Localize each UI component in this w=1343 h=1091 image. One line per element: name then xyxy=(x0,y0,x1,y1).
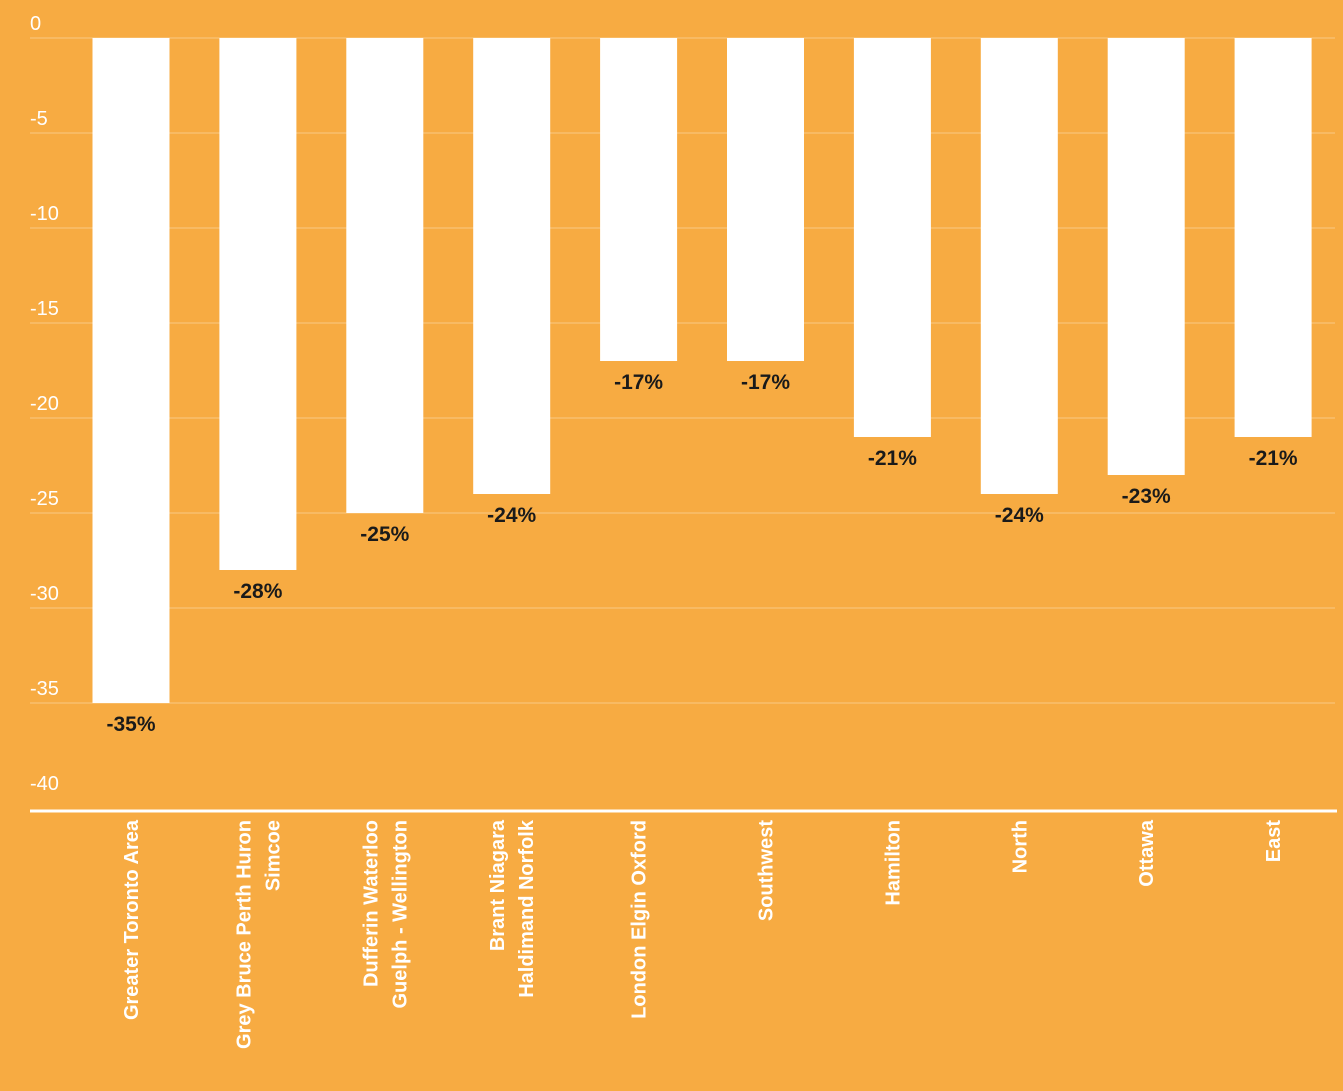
data-label: -21% xyxy=(868,447,917,470)
category-labels: Greater Toronto Area Grey Bruce Perth Hur… xyxy=(121,819,1285,1049)
category-label: Guelph - Wellington xyxy=(389,820,411,1009)
y-tick-label: -40 xyxy=(30,773,59,795)
bar xyxy=(219,38,297,570)
category-label: Simcoe xyxy=(262,820,284,891)
data-label: -24% xyxy=(995,504,1044,527)
category-label: Greater Toronto Area xyxy=(121,819,143,1020)
y-tick-label: -15 xyxy=(30,298,59,320)
y-tick-label: -5 xyxy=(30,108,48,130)
data-label: -24% xyxy=(487,504,536,527)
category-label: Dufferin Waterloo xyxy=(360,820,382,987)
y-tick-label: -30 xyxy=(30,583,59,605)
data-label: -35% xyxy=(106,713,155,736)
category-label: Grey Bruce Perth Huron xyxy=(233,820,255,1049)
y-axis-ticks: 0 -5 -10 -15 -20 -25 -30 -35 -40 xyxy=(30,13,59,795)
data-labels: -35% -28% -25% -24% -17% -17% -21% -24% -23% -21% xyxy=(106,371,1297,736)
data-label: -28% xyxy=(233,580,282,603)
bar xyxy=(473,38,551,494)
category-label: London Elgin Oxford xyxy=(629,820,651,1019)
category-label: Hamilton xyxy=(882,820,904,906)
data-label: -17% xyxy=(614,371,663,394)
y-tick-label: -20 xyxy=(30,393,59,415)
bar xyxy=(727,38,804,361)
bar xyxy=(346,38,424,513)
category-label: Brant Niagara xyxy=(487,819,509,951)
y-tick-label: -25 xyxy=(30,488,59,510)
category-label: North xyxy=(1009,820,1031,873)
y-tick-label: -35 xyxy=(30,678,59,700)
data-label: -21% xyxy=(1249,447,1298,470)
category-label: Southwest xyxy=(756,820,778,921)
y-tick-label: -10 xyxy=(30,203,59,225)
bar xyxy=(980,38,1058,494)
bar xyxy=(1234,38,1312,437)
bar xyxy=(600,38,678,361)
y-tick-label: 0 xyxy=(30,13,41,35)
bar xyxy=(1107,38,1185,475)
data-label: -23% xyxy=(1122,485,1171,508)
category-label: East xyxy=(1263,820,1285,863)
bar xyxy=(853,38,931,437)
bar xyxy=(92,38,170,703)
category-label: Ottawa xyxy=(1136,819,1158,887)
bars xyxy=(92,38,1312,703)
data-label: -25% xyxy=(360,523,409,546)
category-label: Haldimand Norfolk xyxy=(516,819,538,998)
data-label: -17% xyxy=(741,371,790,394)
